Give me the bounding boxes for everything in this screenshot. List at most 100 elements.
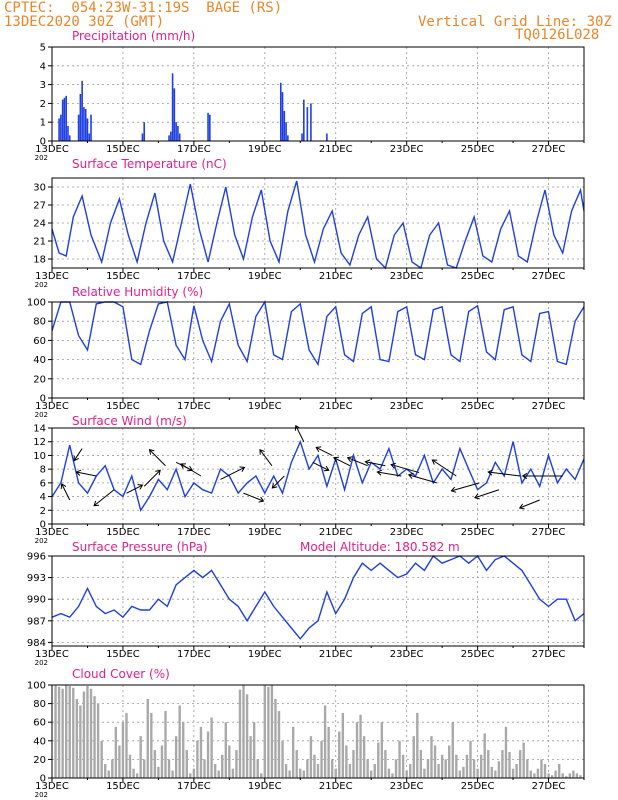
y-tick-label: 20 <box>33 755 46 766</box>
x-tick-label: 21DEC <box>319 649 353 660</box>
y-tick-label: 20 <box>33 374 46 385</box>
bar <box>89 688 93 778</box>
y-tick-label: 10 <box>33 451 46 462</box>
bar <box>295 750 298 778</box>
bar <box>320 740 323 778</box>
x-tick-label: 23DEC <box>390 401 424 412</box>
x-tick-label: 27DEC <box>532 527 566 538</box>
bar <box>284 764 288 778</box>
bar <box>141 133 144 141</box>
y-tick-label: 2 <box>40 99 46 110</box>
bar <box>401 754 405 778</box>
bar <box>68 685 71 778</box>
bar <box>416 712 419 778</box>
bar <box>465 754 469 778</box>
series-line <box>51 180 585 270</box>
bar <box>267 686 270 778</box>
bar <box>497 761 501 778</box>
bar <box>291 726 295 778</box>
y-tick-label: 14 <box>33 424 46 435</box>
x-tick-label: 25DEC <box>461 401 495 412</box>
bar <box>231 768 235 778</box>
y-tick-label: 60 <box>33 718 46 729</box>
wind-arrow-head <box>474 493 480 500</box>
bar <box>366 759 369 778</box>
y-tick-label: 1 <box>40 118 46 129</box>
wind-arrow-head <box>315 446 322 452</box>
wind-arrow-head <box>137 484 144 490</box>
plot-frame <box>51 177 585 269</box>
bar <box>100 740 103 778</box>
wind-arrow-head <box>333 456 339 463</box>
bar <box>114 726 118 778</box>
y-tick-label: 30 <box>33 183 46 194</box>
bar <box>373 764 376 778</box>
y-tick-label: 21 <box>33 237 46 248</box>
bar <box>68 135 71 141</box>
bar <box>472 759 476 778</box>
bar <box>536 768 540 778</box>
y-tick-label: 18 <box>33 255 46 266</box>
y-tick-label: 60 <box>33 336 46 347</box>
bar <box>281 740 284 778</box>
panel-0 <box>48 46 585 145</box>
bar <box>86 685 89 778</box>
x-tick-label: 19DEC <box>248 401 282 412</box>
plot-frame <box>51 427 585 525</box>
x-tick-label: 27DEC <box>532 781 566 792</box>
bar <box>79 94 82 141</box>
bar <box>330 759 334 778</box>
wind-arrow <box>243 492 264 502</box>
x-tick-label: 13DEC <box>35 781 69 792</box>
plot-frame <box>51 46 585 142</box>
wind-arrow-head <box>323 465 330 472</box>
panel-title: Surface Temperature (nC) <box>72 157 227 171</box>
wind-arrow <box>61 483 71 501</box>
y-tick-label: 24 <box>33 219 46 230</box>
bar <box>437 764 440 778</box>
bar <box>118 745 121 778</box>
wind-arrow <box>220 466 245 480</box>
wind-arrow <box>180 463 202 477</box>
bar <box>235 750 238 778</box>
bar <box>168 135 170 141</box>
panel-4 <box>48 554 585 650</box>
wind-arrow-head <box>407 472 414 479</box>
bar <box>579 775 582 778</box>
bar <box>132 768 135 778</box>
x-tick-label: 23DEC <box>390 144 424 155</box>
bar <box>128 754 132 778</box>
wind-arrow <box>143 469 161 487</box>
bar <box>287 135 289 141</box>
bar <box>426 759 430 778</box>
wind-arrow-head <box>521 472 528 480</box>
bar <box>511 768 515 778</box>
bar <box>175 122 177 141</box>
x-tick-label: 19DEC <box>248 649 282 660</box>
wind-arrow <box>333 457 351 467</box>
bar <box>256 759 259 778</box>
x-tick-label: 21DEC <box>319 401 353 412</box>
panel-title: Relative Humidity (%) <box>72 285 203 299</box>
bar <box>192 768 196 778</box>
wind-arrow <box>451 482 480 492</box>
bar <box>455 754 458 778</box>
panel-title: Surface Pressure (hPa) <box>72 540 208 554</box>
bar <box>83 107 85 141</box>
y-tick-label: 4 <box>40 61 46 72</box>
panel-title: Precipitation (mm/h) <box>72 29 195 43</box>
bar <box>210 717 213 778</box>
x-tick-label: 15DEC <box>106 401 140 412</box>
bar <box>352 750 355 778</box>
bar <box>306 759 309 778</box>
bar <box>387 768 391 778</box>
bar <box>309 736 313 778</box>
x-tick-year: 202 <box>35 281 48 289</box>
x-tick-label: 17DEC <box>177 144 211 155</box>
bar <box>281 92 284 141</box>
bar <box>370 770 373 778</box>
bar <box>451 722 454 778</box>
y-tick-label: 5 <box>40 43 46 54</box>
x-tick-label: 15DEC <box>106 144 140 155</box>
bar <box>522 742 525 778</box>
